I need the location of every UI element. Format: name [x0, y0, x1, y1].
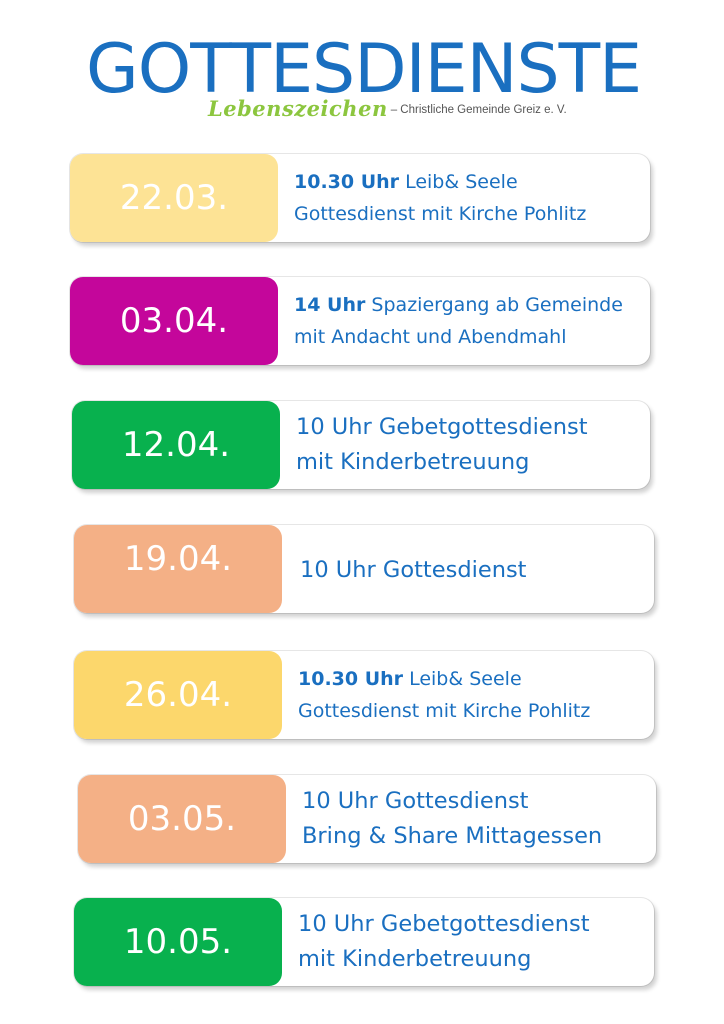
event-date: 19.04.: [74, 525, 282, 613]
event-time: 10.30 Uhr: [294, 171, 400, 193]
event-card: 22.03. 10.30 Uhr Leib& Seele Gottesdiens…: [70, 154, 650, 242]
event-description: 10.30 Uhr Leib& Seele Gottesdienst mit K…: [294, 154, 642, 242]
event-description: 10 Uhr Gebetgottesdienst mit Kinderbetre…: [296, 401, 642, 489]
event-date: 26.04.: [74, 651, 282, 739]
event-title: 10 Uhr Gottesdienst: [302, 788, 529, 814]
event-date: 03.05.: [78, 775, 286, 863]
event-date: 12.04.: [72, 401, 280, 489]
subtitle: Lebenszeichen – Christliche Gemeinde Grei…: [208, 96, 567, 126]
event-title: 10 Uhr Gebetgottesdienst: [296, 414, 588, 440]
event-card: 10.05. 10 Uhr Gebetgottesdienst mit Kind…: [74, 898, 654, 986]
event-date: 22.03.: [70, 154, 278, 242]
event-card: 03.05. 10 Uhr Gottesdienst Bring & Share…: [78, 775, 656, 863]
event-detail: mit Kinderbetreuung: [296, 449, 530, 475]
event-detail: mit Andacht und Abendmahl: [294, 326, 567, 348]
event-description: 10 Uhr Gebetgottesdienst mit Kinderbetre…: [298, 898, 646, 986]
event-detail: Bring & Share Mittagessen: [302, 823, 603, 849]
event-card: 26.04. 10.30 Uhr Leib& Seele Gottesdiens…: [74, 651, 654, 739]
event-description: 10 Uhr Gottesdienst Bring & Share Mittag…: [302, 775, 648, 863]
event-title: 10 Uhr Gebetgottesdienst: [298, 911, 590, 937]
event-description: 10.30 Uhr Leib& Seele Gottesdienst mit K…: [298, 651, 646, 739]
event-date: 03.04.: [70, 277, 278, 365]
event-title: Leib& Seele: [399, 171, 518, 193]
event-card: 03.04. 14 Uhr Spaziergang ab Gemeinde mi…: [70, 277, 650, 365]
event-title: Spaziergang ab Gemeinde: [365, 294, 623, 316]
event-card: 12.04. 10 Uhr Gebetgottesdienst mit Kind…: [72, 401, 650, 489]
event-time: 14 Uhr: [294, 294, 366, 316]
event-description: 14 Uhr Spaziergang ab Gemeinde mit Andac…: [294, 277, 642, 365]
event-description: 10 Uhr Gottesdienst: [300, 525, 646, 613]
event-card: 19.04. 10 Uhr Gottesdienst: [74, 525, 654, 613]
event-title: Leib& Seele: [403, 668, 522, 690]
organization-name: – Christliche Gemeinde Greiz e. V.: [390, 104, 567, 116]
event-time: 10.30 Uhr: [298, 668, 404, 690]
event-title: 10 Uhr Gottesdienst: [300, 556, 527, 583]
page-title: GOTTESDIENSTE: [86, 30, 642, 109]
event-detail: Gottesdienst mit Kirche Pohlitz: [294, 203, 587, 225]
brand-logo-text: Lebenszeichen: [208, 96, 388, 121]
event-detail: Gottesdienst mit Kirche Pohlitz: [298, 700, 591, 722]
event-date: 10.05.: [74, 898, 282, 986]
event-detail: mit Kinderbetreuung: [298, 946, 532, 972]
